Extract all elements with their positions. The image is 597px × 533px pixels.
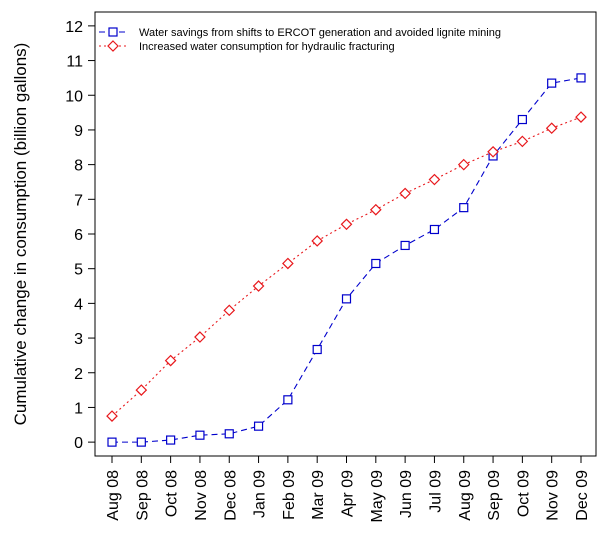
data-point — [311, 235, 324, 247]
data-point — [371, 258, 381, 269]
x-tick-label: Jul 09 — [427, 470, 444, 513]
y-tick-label: 0 — [74, 435, 83, 452]
legend-label: Water savings from shifts to ERCOT gener… — [139, 27, 501, 39]
data-point — [516, 135, 529, 148]
data-point — [547, 78, 557, 88]
x-tick-label: Jun 09 — [398, 470, 415, 518]
data-point — [194, 331, 206, 343]
y-axis-title: Cumulative change in consumption (billio… — [11, 43, 30, 426]
y-tick-label: 5 — [74, 262, 83, 279]
data-point — [253, 421, 264, 431]
data-point — [224, 429, 234, 439]
data-point — [457, 158, 470, 171]
data-point — [428, 173, 441, 186]
data-point — [107, 437, 117, 447]
y-tick-label: 1 — [74, 400, 83, 417]
data-point — [166, 435, 176, 445]
x-axis: Aug 08 Sep 08 Oct 08 Nov 08 Dec 08 Jan 09 Feb … — [105, 456, 591, 522]
x-tick-label: Sep 08 — [134, 470, 151, 521]
y-tick-label: 7 — [74, 192, 83, 209]
data-point — [164, 354, 177, 367]
data-point — [429, 224, 440, 235]
data-point — [252, 280, 265, 292]
x-tick-label: Feb 09 — [281, 470, 298, 520]
x-tick-label: Oct 09 — [515, 470, 532, 517]
x-tick-label: Mar 09 — [310, 470, 327, 520]
data-point — [576, 73, 586, 83]
data-point — [136, 437, 146, 447]
x-tick-label: Aug 08 — [105, 470, 122, 521]
y-tick-label: 2 — [74, 366, 83, 383]
data-point — [107, 40, 119, 52]
data-point — [545, 122, 558, 135]
legend-label: Increased water consumption for hydrauli… — [139, 41, 395, 53]
data-point — [459, 203, 469, 213]
y-tick-label: 10 — [65, 88, 83, 105]
series-2 — [106, 111, 587, 422]
y-tick-label: 12 — [65, 19, 83, 36]
data-point — [341, 294, 352, 304]
legend: Water savings from shifts to ERCOT gener… — [99, 27, 501, 53]
x-tick-label: Dec 08 — [222, 470, 239, 521]
data-point — [369, 203, 382, 216]
series-1 — [107, 73, 586, 447]
x-tick-label: Oct 08 — [164, 470, 181, 517]
data-point — [517, 114, 527, 125]
y-tick-label: 6 — [74, 227, 83, 244]
data-point — [399, 187, 411, 200]
x-tick-label: Nov 08 — [193, 470, 210, 521]
data-point — [575, 111, 587, 123]
x-tick-label: Aug 09 — [457, 470, 474, 521]
plot-frame — [94, 11, 597, 457]
series-line — [112, 77, 582, 443]
data-point — [283, 395, 293, 405]
data-point — [108, 27, 118, 37]
data-point — [135, 384, 148, 396]
data-point — [195, 430, 205, 440]
y-tick-label: 4 — [74, 296, 83, 313]
x-tick-label: Apr 09 — [340, 470, 357, 517]
data-point — [400, 240, 410, 251]
x-tick-label: Jan 09 — [252, 470, 269, 518]
plot-area — [106, 73, 587, 447]
x-tick-label: Dec 09 — [574, 470, 591, 521]
y-tick-label: 8 — [74, 158, 83, 175]
data-point — [223, 304, 236, 317]
data-point — [340, 218, 353, 231]
y-tick-label: 11 — [66, 54, 83, 71]
y-tick-label: 3 — [74, 331, 83, 348]
x-tick-label: Sep 09 — [486, 470, 503, 521]
data-point — [106, 410, 118, 422]
data-point — [487, 145, 499, 158]
series-line — [111, 116, 582, 417]
data-point — [282, 257, 294, 270]
x-tick-label: May 09 — [369, 470, 386, 523]
x-tick-label: Nov 09 — [545, 470, 562, 521]
data-point — [312, 344, 322, 355]
y-tick-label: 9 — [74, 123, 83, 140]
